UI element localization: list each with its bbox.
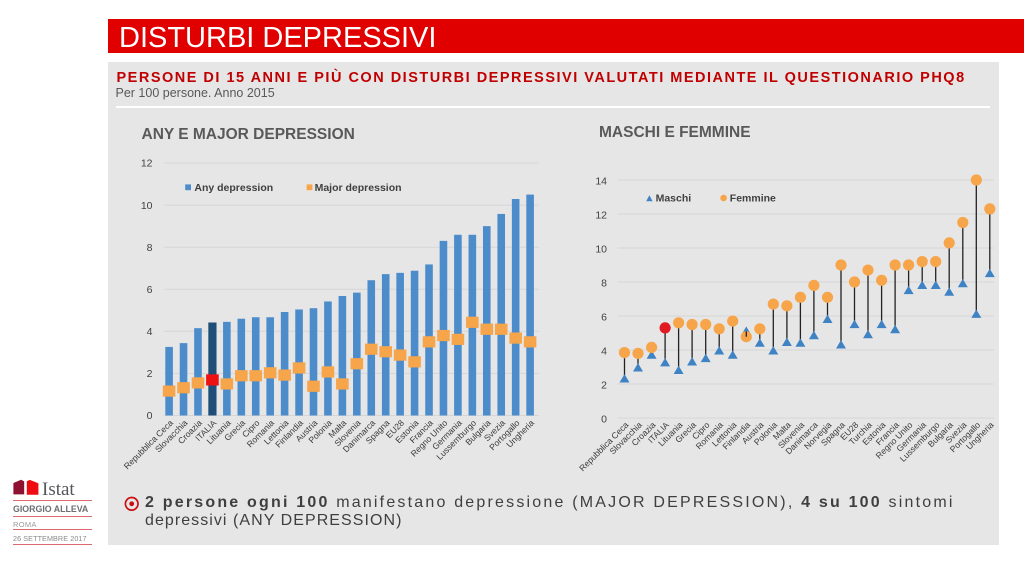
svg-text:12: 12 — [141, 158, 153, 170]
svg-text:8: 8 — [601, 277, 607, 289]
svg-text:4: 4 — [147, 326, 153, 338]
svg-text:Major depression: Major depression — [315, 182, 402, 194]
svg-text:Femmine: Femmine — [730, 193, 776, 205]
svg-text:Maschi: Maschi — [656, 193, 692, 205]
svg-text:6: 6 — [601, 311, 607, 323]
svg-text:14: 14 — [595, 175, 607, 187]
svg-text:2: 2 — [601, 379, 607, 391]
svg-text:8: 8 — [147, 242, 153, 254]
svg-text:0: 0 — [601, 413, 607, 425]
svg-text:6: 6 — [147, 284, 153, 296]
svg-text:4: 4 — [601, 345, 607, 357]
svg-text:Any depression: Any depression — [194, 182, 273, 194]
svg-text:10: 10 — [141, 200, 153, 212]
svg-text:2: 2 — [147, 368, 153, 380]
svg-text:10: 10 — [595, 243, 607, 255]
svg-text:12: 12 — [595, 209, 607, 221]
svg-text:0: 0 — [147, 410, 153, 422]
